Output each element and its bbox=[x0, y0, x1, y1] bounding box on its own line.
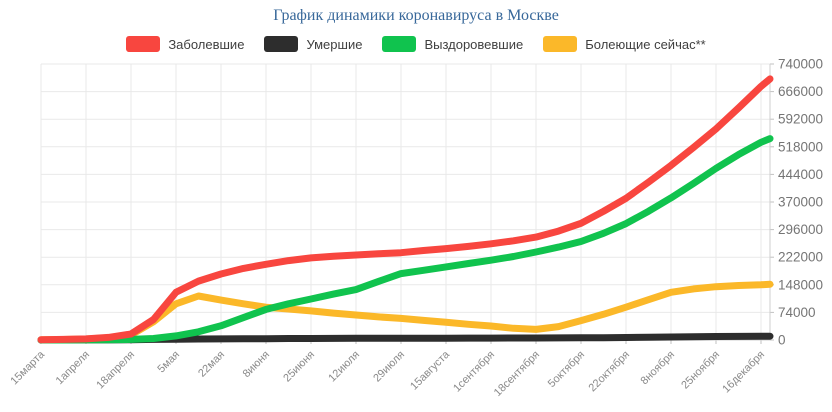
x-tick-label: 5октября bbox=[546, 349, 587, 390]
legend-swatch-infected bbox=[126, 36, 161, 52]
y-tick-label: 592000 bbox=[778, 112, 823, 127]
x-tick-label: 22октября bbox=[586, 349, 632, 395]
x-tick-label: 1сентября bbox=[451, 349, 497, 395]
y-axis-labels: 0 74000 148000 222000 296000 370000 444000 5180… bbox=[778, 57, 823, 348]
legend-label-infected: Заболевшие bbox=[168, 36, 245, 52]
legend-swatch-recovered bbox=[382, 36, 417, 52]
y-tick-label: 296000 bbox=[778, 222, 823, 237]
x-axis-labels: 15марта 1апреля 18апреля 5мая 22мая 8июня 25ию… bbox=[8, 348, 767, 399]
x-tick-label: 29июля bbox=[371, 349, 407, 385]
x-tick-label: 5мая bbox=[155, 349, 182, 376]
y-tick-label: 518000 bbox=[778, 139, 823, 154]
legend-item-deaths[interactable]: Умершие bbox=[264, 36, 362, 52]
x-tick-label: 18апреля bbox=[94, 349, 137, 392]
y-tick-label: 666000 bbox=[778, 84, 823, 99]
y-tick-label: 740000 bbox=[778, 57, 823, 72]
x-tick-label: 22мая bbox=[196, 349, 227, 380]
x-tick-label: 15марта bbox=[8, 348, 47, 387]
legend-item-recovered[interactable]: Выздоровевшие bbox=[382, 36, 523, 52]
legend-label-recovered: Выздоровевшие bbox=[424, 36, 524, 52]
series-line-0 bbox=[37, 75, 774, 344]
x-tick-label: 12июля bbox=[326, 349, 362, 385]
x-tick-label: 8июня bbox=[241, 349, 273, 381]
x-tick-label: 18сентября bbox=[492, 349, 542, 399]
legend-item-infected[interactable]: Заболевшие bbox=[126, 36, 244, 52]
legend-item-active[interactable]: Болеющие сейчас** bbox=[543, 36, 706, 52]
legend-label-active: Болеющие сейчас** bbox=[585, 36, 706, 52]
chart-title: График динамики коронавируса в Москве bbox=[273, 7, 559, 24]
x-tick-label: 15августа bbox=[408, 348, 453, 393]
y-tick-label: 74000 bbox=[778, 305, 816, 320]
legend-swatch-active bbox=[543, 36, 578, 52]
x-tick-label: 8ноября bbox=[639, 349, 678, 388]
chart-legend: Заболевшие Умершие Выздоровевшие Болеющи… bbox=[0, 36, 832, 52]
x-tick-label: 25ноября bbox=[679, 349, 722, 392]
series-line-3 bbox=[37, 280, 774, 344]
y-tick-label: 222000 bbox=[778, 250, 823, 265]
y-tick-label: 0 bbox=[778, 333, 786, 348]
legend-swatch-deaths bbox=[264, 36, 299, 52]
y-tick-label: 444000 bbox=[778, 167, 823, 182]
series-lines bbox=[37, 75, 774, 344]
x-tick-label: 25июня bbox=[281, 349, 317, 385]
series-line-2 bbox=[37, 135, 774, 344]
y-tick-label: 148000 bbox=[778, 277, 823, 292]
x-tick-label: 1апреля bbox=[54, 349, 93, 388]
y-tick-label: 370000 bbox=[778, 195, 823, 210]
x-tick-label: 16декабря bbox=[720, 349, 767, 396]
legend-label-deaths: Умершие bbox=[306, 36, 363, 52]
